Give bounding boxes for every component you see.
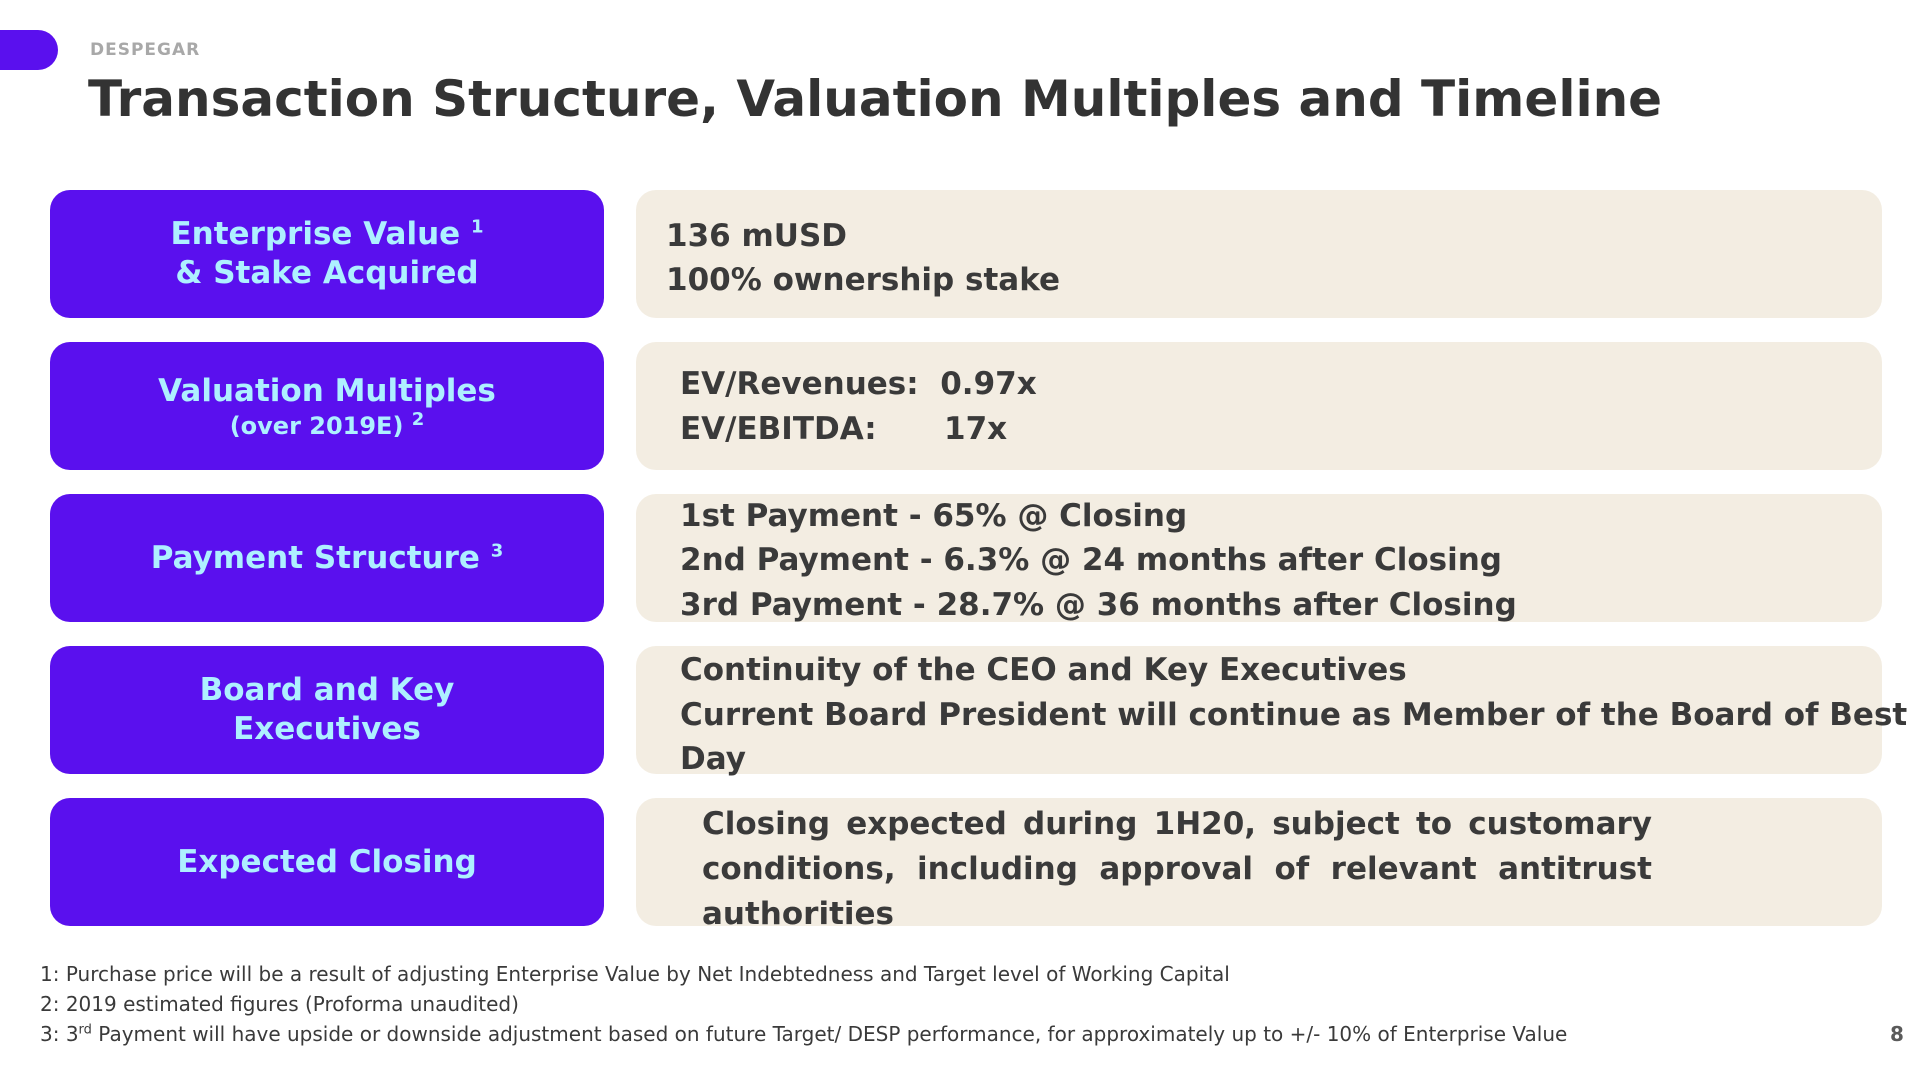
footnote-3-prefix: 3: 3	[40, 1022, 79, 1046]
value-line: Current Board President will continue as…	[680, 697, 1908, 733]
footnote-ref: 2	[411, 408, 425, 430]
label-text: Expected Closing	[177, 843, 477, 880]
label-payment-structure: Payment Structure 3	[50, 494, 604, 622]
label-text: Board and Key	[199, 672, 455, 708]
value-line: 136 mUSD	[666, 218, 848, 254]
value-line: 1st Payment - 65% @ Closing	[680, 498, 1188, 534]
label-board-executives: Board and Key Executives	[50, 646, 604, 774]
footnote-ref: 3	[490, 540, 504, 562]
footnote-ref: 1	[470, 216, 484, 238]
label-text: Enterprise Value	[170, 216, 461, 252]
ev-ebitda-row: EV/EBITDA: 17x	[680, 407, 1007, 452]
footnote-3-text: Payment will have upside or downside adj…	[91, 1022, 1568, 1046]
value-enterprise-value	[636, 190, 1882, 318]
page-number: 8	[1890, 1022, 1904, 1046]
page-title: Transaction Structure, Valuation Multipl…	[88, 70, 1663, 128]
label-valuation-multiples: Valuation Multiples (over 2019E) 2	[50, 342, 604, 470]
footnote-3: 3: 3rd Payment will have upside or downs…	[40, 1022, 1567, 1046]
label-text: Valuation Multiples	[158, 372, 496, 409]
value-line: 2nd Payment - 6.3% @ 24 months after Clo…	[680, 542, 1502, 578]
label-text: Executives	[233, 711, 421, 747]
brand-name: DESPEGAR	[90, 40, 201, 60]
label-expected-closing: Expected Closing	[50, 798, 604, 926]
label-subtext: (over 2019E)	[229, 411, 404, 440]
value-line: 100% ownership stake	[666, 262, 1061, 298]
footnote-2: 2: 2019 estimated figures (Proforma unau…	[40, 992, 519, 1016]
value-line: 3rd Payment - 28.7% @ 36 months after Cl…	[680, 587, 1517, 623]
footnote-3-sup: rd	[78, 1022, 92, 1038]
ev-revenues-value: 0.97x	[940, 366, 1037, 402]
ev-revenues-label: EV/Revenues:	[680, 366, 919, 402]
closing-text: Closing expected during 1H20, subject to…	[702, 806, 1652, 932]
value-valuation-multiples	[636, 342, 1882, 470]
label-text: & Stake Acquired	[175, 255, 479, 291]
value-line: Continuity of the CEO and Key Executives	[680, 652, 1407, 688]
value-board-executives	[636, 646, 1882, 774]
value-expected-closing	[636, 798, 1882, 926]
ev-ebitda-label: EV/EBITDA:	[680, 411, 877, 447]
ev-ebitda-value: 17x	[944, 411, 1008, 447]
value-line: Day	[680, 741, 746, 777]
label-enterprise-value: Enterprise Value 1 & Stake Acquired	[50, 190, 604, 318]
value-payment-structure	[636, 494, 1882, 622]
accent-tab	[0, 30, 58, 70]
footnote-1: 1: Purchase price will be a result of ad…	[40, 962, 1230, 986]
ev-revenues-row: EV/Revenues: 0.97x	[680, 362, 1037, 407]
label-text: Payment Structure	[150, 539, 480, 576]
